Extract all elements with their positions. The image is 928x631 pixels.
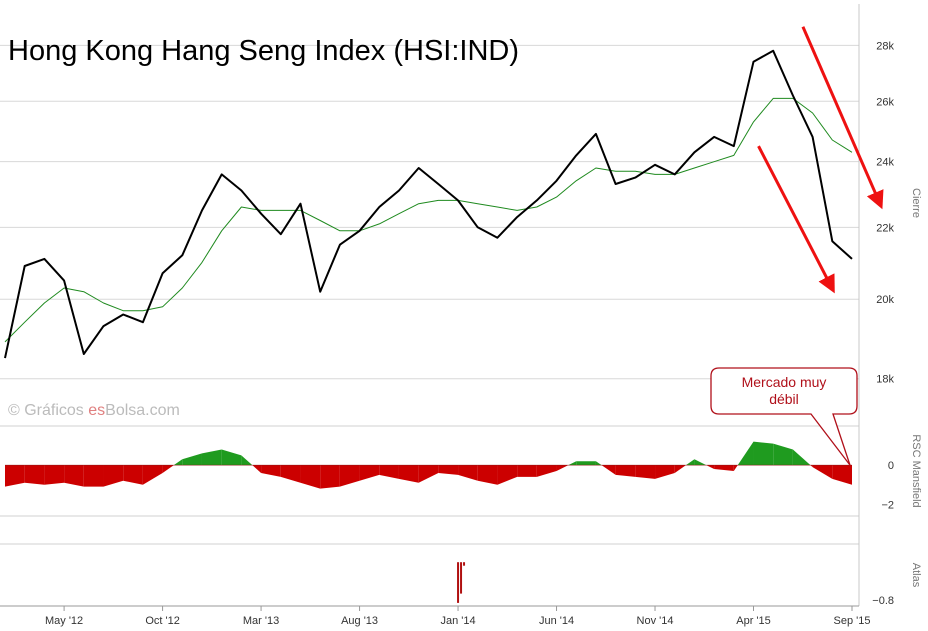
trend-arrow-1 [801, 26, 884, 210]
mansfield-area-2012-09 [142, 465, 163, 485]
mansfield-axis-title: RSC Mansfield [910, 434, 922, 507]
price-axis-title: Cierre [910, 188, 922, 218]
x-tick-label: Apr '15 [736, 615, 771, 627]
mansfield-area-2013-01 [221, 449, 242, 466]
watermark: © Gráficos esBolsa.com [8, 402, 180, 419]
mansfield-area-2014-12 [685, 459, 695, 466]
mansfield-area-2014-01 [458, 465, 478, 481]
mansfield-area-2014-04 [517, 465, 537, 477]
mansfield-area-2015-02 [714, 465, 734, 471]
mansfield-area-2012-08 [123, 465, 143, 485]
mansfield-area-2013-10 [398, 465, 419, 483]
x-tick-label: Mar '13 [243, 615, 279, 627]
mansfield-area-2013-12 [438, 465, 459, 475]
mansfield-area-2013-09 [379, 465, 399, 479]
mansfield-area-2015-01 [694, 459, 707, 466]
mansfield-area-2015-07 [812, 465, 833, 479]
mansfield-y-tick: 0 [888, 460, 894, 472]
moving-average-line [4, 97, 853, 343]
price-y-tick: 26k [876, 96, 894, 108]
mansfield-area-2015-06 [792, 449, 811, 466]
x-ticks-group: May '12 Oct '12 Mar '13 Aug '13 Jan '14 Jun '… [45, 606, 870, 627]
chart-title: Hong Kong Hang Seng Index (HSI:IND) [8, 35, 519, 67]
callout-text-line: débil [769, 391, 799, 407]
watermark-brand: es [88, 402, 105, 419]
x-tick-label: Oct '12 [145, 615, 180, 627]
mansfield-area-2014-03 [497, 465, 518, 485]
mansfield-area-2014-02 [477, 465, 498, 485]
atlas-y-tick: −0.8 [872, 595, 894, 607]
price-y-tick: 24k [876, 157, 894, 169]
mansfield-area-2013-05 [300, 465, 321, 489]
mansfield-area-2013-02 [252, 465, 262, 473]
mansfield-area-2012-12 [201, 449, 222, 466]
svg-text:© Gráficos esBolsa.com: © Gráficos esBolsa.com [8, 402, 180, 419]
price-y-tick: 28k [876, 40, 894, 52]
mansfield-area-group [5, 441, 852, 489]
mansfield-area-2012-10 [162, 465, 174, 473]
atlas-bars-group [457, 562, 466, 603]
x-tick-label: Jan '14 [440, 615, 475, 627]
mansfield-area-2014-09 [615, 465, 636, 477]
mansfield-area-2015-06 [810, 465, 813, 468]
mansfield-area-2013-08 [359, 465, 380, 481]
mansfield-area-2014-08 [595, 461, 602, 466]
mansfield-area-2012-10 [173, 459, 183, 466]
mansfield-area-2014-10 [635, 465, 656, 479]
mansfield-area-2014-05 [536, 465, 557, 477]
mansfield-area-2015-03 [737, 441, 754, 466]
mansfield-area-2014-06 [556, 465, 569, 471]
price-y-tick: 18k [876, 374, 894, 386]
close-line-group [4, 49, 853, 359]
watermark-suffix: Bolsa.com [105, 402, 180, 419]
mansfield-area-2012-05 [64, 465, 84, 487]
mansfield-area-2015-04 [753, 441, 774, 466]
mansfield-area-2014-08 [601, 465, 616, 475]
price-y-tick: 20k [876, 294, 894, 306]
mansfield-area-2014-06 [568, 461, 577, 466]
mansfield-area-2015-01 [706, 465, 715, 470]
trend-arrow-0 [757, 145, 835, 294]
grid-group [0, 44, 859, 545]
mansfield-area-2013-03 [261, 465, 281, 477]
callout-text-line: Mercado muy [742, 374, 827, 390]
mansfield-area-2015-05 [773, 443, 793, 466]
x-tick-label: Nov '14 [637, 615, 674, 627]
watermark-prefix: © Gráficos [8, 402, 88, 419]
mansfield-area-2013-07 [339, 465, 360, 487]
mansfield-area-2013-02 [241, 455, 253, 466]
mansfield-area-2014-11 [655, 465, 675, 479]
mansfield-area-2013-06 [320, 465, 340, 489]
mansfield-area-2013-11 [418, 465, 439, 483]
x-tick-label: Sep '15 [834, 615, 871, 627]
mansfield-area-2012-06 [83, 465, 104, 487]
ma-line-group [4, 97, 853, 343]
mansfield-area-2015-03 [733, 465, 738, 471]
x-tick-label: May '12 [45, 615, 83, 627]
callout-bubble [710, 367, 858, 466]
panel-borders [0, 4, 860, 607]
mansfield-area-2012-03 [24, 465, 45, 485]
mansfield-area-2015-08 [832, 465, 852, 485]
mansfield-area-2012-07 [103, 465, 124, 487]
axis-titles-group: Cierre RSC Mansfield Atlas [910, 188, 922, 588]
mansfield-area-2012-02 [5, 465, 25, 487]
mansfield-area-2013-04 [280, 465, 301, 483]
mansfield-area-2014-12 [674, 465, 686, 473]
mansfield-y-tick: −2 [881, 499, 894, 511]
atlas-axis-title: Atlas [910, 563, 922, 588]
y-ticks-group: 18k 20k 22k 24k 26k 28k 0 −2 −0.8 [872, 40, 894, 606]
mansfield-area-2012-04 [44, 465, 65, 485]
mansfield-area-2012-11 [182, 453, 202, 466]
close-series-line [4, 49, 853, 359]
x-tick-label: Aug '13 [341, 615, 378, 627]
price-y-tick: 22k [876, 222, 894, 234]
x-tick-label: Jun '14 [539, 615, 574, 627]
mansfield-area-2014-07 [576, 461, 596, 466]
